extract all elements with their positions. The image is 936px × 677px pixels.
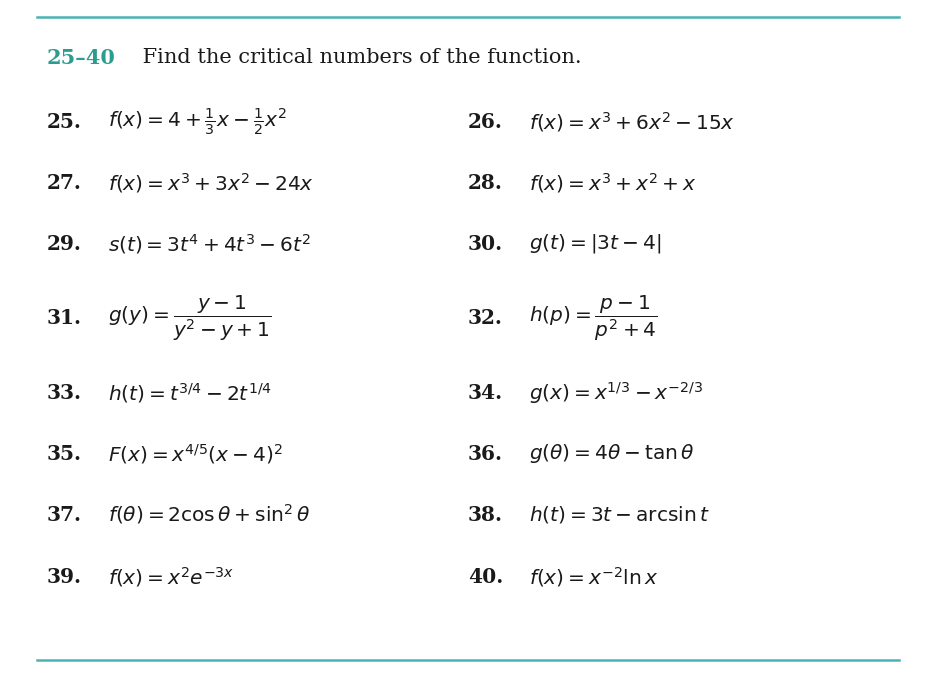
- Text: 36.: 36.: [468, 443, 503, 464]
- Text: $h(t) = 3t - \arcsin t$: $h(t) = 3t - \arcsin t$: [529, 504, 709, 525]
- Text: $f(x) = x^2 e^{-3x}$: $f(x) = x^2 e^{-3x}$: [108, 565, 234, 589]
- Text: 32.: 32.: [468, 308, 503, 328]
- Text: $h(t) = t^{3/4} - 2t^{1/4}$: $h(t) = t^{3/4} - 2t^{1/4}$: [108, 380, 271, 405]
- Text: $g(x) = x^{1/3} - x^{-2/3}$: $g(x) = x^{1/3} - x^{-2/3}$: [529, 380, 703, 406]
- Text: $f(x) = x^3 + 6x^2 - 15x$: $f(x) = x^3 + 6x^2 - 15x$: [529, 110, 735, 134]
- Text: $s(t) = 3t^4 + 4t^3 - 6t^2$: $s(t) = 3t^4 + 4t^3 - 6t^2$: [108, 232, 311, 256]
- Text: 40.: 40.: [468, 567, 504, 587]
- Text: $f(\theta) = 2\cos\theta + \sin^2\theta$: $f(\theta) = 2\cos\theta + \sin^2\theta$: [108, 502, 310, 527]
- Text: 25.: 25.: [47, 112, 81, 132]
- Text: 38.: 38.: [468, 504, 503, 525]
- Text: 31.: 31.: [47, 308, 81, 328]
- Text: $g(y) = \dfrac{y - 1}{y^2 - y + 1}$: $g(y) = \dfrac{y - 1}{y^2 - y + 1}$: [108, 293, 271, 343]
- Text: 28.: 28.: [468, 173, 503, 193]
- Text: $f(x) = x^3 + 3x^2 - 24x$: $f(x) = x^3 + 3x^2 - 24x$: [108, 171, 314, 195]
- Text: $g(\theta) = 4\theta - \tan\theta$: $g(\theta) = 4\theta - \tan\theta$: [529, 442, 695, 465]
- Text: 30.: 30.: [468, 234, 504, 254]
- Text: $f(x) = x^3 + x^2 + x$: $f(x) = x^3 + x^2 + x$: [529, 171, 696, 195]
- Text: 26.: 26.: [468, 112, 503, 132]
- Text: 37.: 37.: [47, 504, 81, 525]
- Text: 35.: 35.: [47, 443, 81, 464]
- Text: 29.: 29.: [47, 234, 81, 254]
- Text: $h(p) = \dfrac{p - 1}{p^2 + 4}$: $h(p) = \dfrac{p - 1}{p^2 + 4}$: [529, 293, 657, 343]
- Text: 39.: 39.: [47, 567, 81, 587]
- Text: $F(x) = x^{4/5}(x - 4)^2$: $F(x) = x^{4/5}(x - 4)^2$: [108, 441, 283, 466]
- Text: 34.: 34.: [468, 383, 504, 403]
- Text: $f(x) = 4 + \frac{1}{3}x - \frac{1}{2}x^2$: $f(x) = 4 + \frac{1}{3}x - \frac{1}{2}x^…: [108, 107, 286, 137]
- Text: 25–40: 25–40: [47, 47, 116, 68]
- Text: 33.: 33.: [47, 383, 81, 403]
- Text: $f(x) = x^{-2}\ln x$: $f(x) = x^{-2}\ln x$: [529, 565, 658, 589]
- Text: $g(t) = |3t - 4|$: $g(t) = |3t - 4|$: [529, 232, 661, 255]
- Text: 27.: 27.: [47, 173, 81, 193]
- Text: Find the critical numbers of the function.: Find the critical numbers of the functio…: [136, 48, 581, 67]
